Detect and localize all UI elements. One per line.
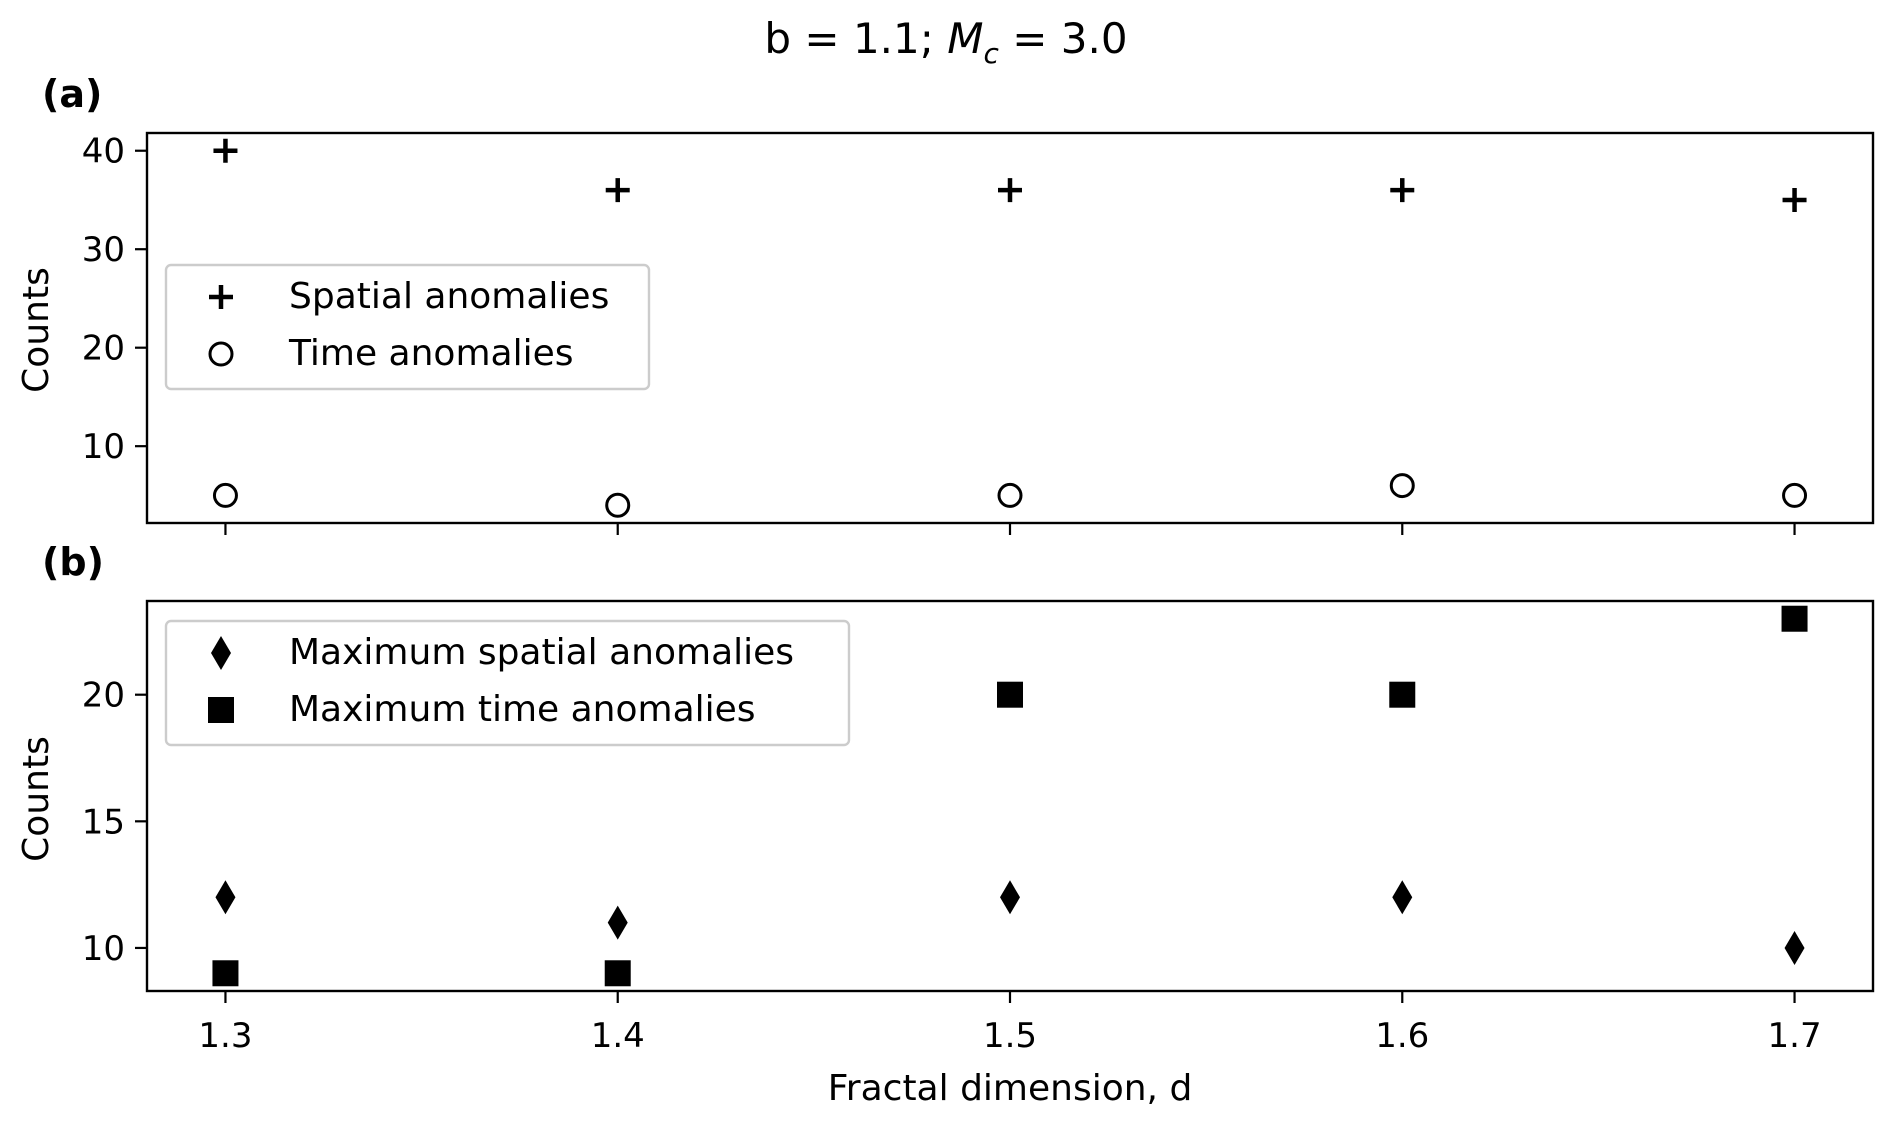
panel-a-series-0-point-3 bbox=[1390, 178, 1415, 203]
legend-label-time-anomalies: Time anomalies bbox=[288, 333, 573, 374]
x-axis-label: Fractal dimension, d bbox=[828, 1068, 1193, 1109]
panel-a-series-0-point-1 bbox=[605, 178, 630, 203]
panel-a-legend-box bbox=[164, 263, 651, 391]
panel-b-series-1-point-1 bbox=[604, 960, 631, 987]
title-variable: M bbox=[947, 14, 983, 63]
panel-a: (a) Counts 10 20 30 40 Spatial anomalies Ti… bbox=[16, 72, 1875, 535]
legend-marker-time-anomalies bbox=[208, 341, 234, 367]
panel-a-y-tick-label-0: 10 bbox=[82, 427, 125, 467]
panel-a-ylabel: Counts bbox=[16, 267, 57, 393]
x-tick-label-0: 1.3 bbox=[198, 1016, 252, 1056]
title-value: = 3.0 bbox=[999, 14, 1128, 63]
panel-b-ylabel: Counts bbox=[16, 736, 57, 862]
panel-b-series-0-point-1 bbox=[607, 905, 628, 940]
legend-label-spatial-anomalies: Spatial anomalies bbox=[289, 276, 609, 317]
panel-a-series-1-point-2 bbox=[997, 482, 1023, 508]
panel-b-axes-frame bbox=[145, 599, 1875, 993]
panel-b-series-0-point-4 bbox=[1784, 930, 1805, 965]
panel-b-plot-area: 1.3 1.4 1.5 1.6 1.7 10 15 20 bbox=[82, 605, 1822, 1056]
panel-a-axes-frame bbox=[145, 131, 1875, 525]
legend-marker-maximum-time-anomalies bbox=[208, 697, 234, 723]
panel-a-series-1-point-1 bbox=[605, 492, 631, 518]
panel-b-series-1-point-2 bbox=[997, 681, 1023, 708]
panel-b-series-0-point-0 bbox=[215, 880, 236, 915]
panel-b-series-1-point-4 bbox=[1781, 605, 1808, 632]
panel-b-series-1-point-0 bbox=[212, 960, 239, 987]
panel-b-y-tick-label-0: 10 bbox=[82, 929, 125, 969]
title-text: b = 1.1; bbox=[764, 14, 947, 63]
x-tick-label-1: 1.4 bbox=[591, 1016, 645, 1056]
panel-a-series-1-point-3 bbox=[1389, 473, 1415, 499]
panel-a-series-0-point-0 bbox=[213, 138, 238, 163]
panel-a-legend: Spatial anomalies Time anomalies bbox=[164, 263, 651, 391]
panel-a-y-tick-label-3: 40 bbox=[82, 132, 125, 172]
x-tick-label-2: 1.5 bbox=[983, 1016, 1037, 1056]
panel-a-legend-symbol-1 bbox=[208, 341, 234, 367]
panel-b-series-1-point-3 bbox=[1389, 681, 1416, 708]
panel-a-series-0-point-4 bbox=[1782, 187, 1807, 212]
panel-a-y-tick-label-2: 30 bbox=[82, 230, 125, 270]
panel-a-series-1-point-4 bbox=[1782, 482, 1808, 508]
legend-marker-spatial-anomalies bbox=[209, 285, 233, 309]
panel-b-legend-symbol-0 bbox=[211, 636, 231, 670]
panel-a-y-tick-label-1: 20 bbox=[82, 329, 125, 369]
panel-a-series-0-point-2 bbox=[998, 178, 1022, 203]
x-tick-label-4: 1.7 bbox=[1768, 1016, 1822, 1056]
panel-b-y-tick-label-1: 15 bbox=[82, 802, 125, 842]
figure-title: b = 1.1; Mc = 3.0 bbox=[764, 14, 1127, 70]
x-tick-label-3: 1.6 bbox=[1375, 1016, 1429, 1056]
legend-label-maximum-time-anomalies: Maximum time anomalies bbox=[289, 689, 756, 730]
panel-b-legend: Maximum spatial anomalies Maximum time a… bbox=[164, 619, 851, 747]
legend-label-maximum-spatial-anomalies: Maximum spatial anomalies bbox=[289, 632, 794, 673]
panel-b-legend-box bbox=[164, 619, 851, 747]
panel-b-label: (b) bbox=[42, 540, 104, 584]
panel-a-label: (a) bbox=[42, 72, 102, 116]
panel-b-series-0-point-2 bbox=[1000, 880, 1020, 915]
panel-a-series-1-point-0 bbox=[212, 482, 238, 508]
legend-marker-maximum-spatial-anomalies bbox=[211, 636, 231, 670]
panel-a-plot-area: 10 20 30 40 bbox=[82, 132, 1808, 535]
panel-a-legend-symbol-0 bbox=[209, 285, 233, 309]
panel-b-series-0-point-3 bbox=[1392, 880, 1413, 915]
panel-b-y-tick-label-2: 20 bbox=[82, 676, 125, 716]
panel-b-legend-symbol-1 bbox=[208, 697, 234, 723]
panel-b: (b) Counts 1.3 1.4 1.5 1.6 1.7 10 15 20 Maximum… bbox=[16, 540, 1875, 1056]
title-subscript: c bbox=[984, 37, 1000, 70]
